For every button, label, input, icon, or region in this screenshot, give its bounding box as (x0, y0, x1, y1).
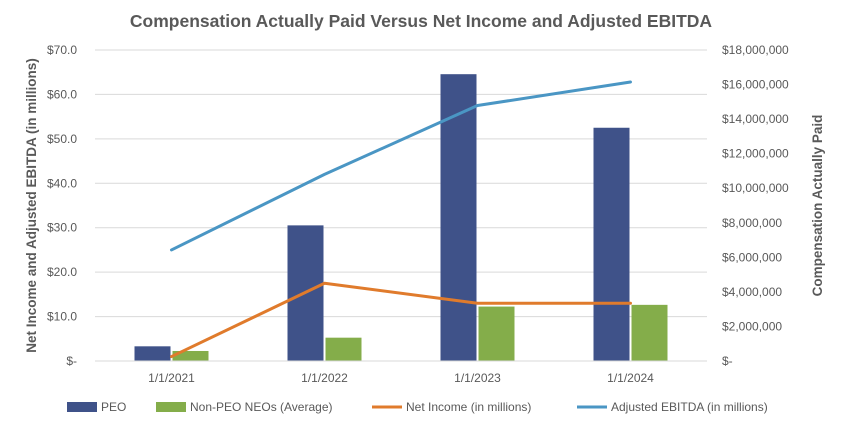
left-tick-label: $50.0 (47, 132, 77, 146)
right-tick-label: $18,000,000 (722, 43, 789, 57)
chart-title: Compensation Actually Paid Versus Net In… (130, 11, 713, 31)
legend-label: Adjusted EBITDA (in millions) (611, 400, 768, 414)
bar-peo (440, 74, 477, 361)
left-tick-label: $60.0 (47, 87, 77, 101)
left-tick-label: $70.0 (47, 43, 77, 57)
right-tick-label: $2,000,000 (722, 319, 782, 333)
legend-swatch (156, 402, 186, 412)
bar-non-peo-neos-average (325, 337, 362, 361)
line-adjusted-ebitda-in-millions (170, 80, 632, 252)
left-tick-label: $20.0 (47, 265, 77, 279)
bar-peo (593, 127, 630, 361)
right-tick-label: $6,000,000 (722, 250, 782, 264)
right-tick-label: $16,000,000 (722, 78, 789, 92)
bar-non-peo-neos-average (478, 306, 515, 361)
left-axis-title: Net Income and Adjusted EBITDA (in milli… (24, 58, 39, 353)
right-tick-label: $12,000,000 (722, 147, 789, 161)
category-label: 1/1/2021 (148, 371, 195, 385)
right-tick-label: $- (722, 354, 733, 368)
left-tick-label: $- (66, 354, 77, 368)
legend-label: Net Income (in millions) (406, 400, 531, 414)
category-label: 1/1/2024 (607, 371, 654, 385)
category-label: 1/1/2023 (454, 371, 501, 385)
right-axis-title: Compensation Actually Paid (810, 115, 825, 297)
legend-swatch (67, 402, 97, 412)
legend-label: Non-PEO NEOs (Average) (190, 400, 333, 414)
left-tick-label: $40.0 (47, 176, 77, 190)
right-tick-label: $8,000,000 (722, 216, 782, 230)
line-net-income-in-millions (170, 281, 632, 359)
legend-label: PEO (101, 400, 126, 414)
left-tick-label: $10.0 (47, 310, 77, 324)
right-tick-label: $14,000,000 (722, 112, 789, 126)
bar-non-peo-neos-average (631, 304, 668, 361)
bar-peo (134, 346, 171, 361)
right-tick-label: $4,000,000 (722, 285, 782, 299)
bar-non-peo-neos-average (172, 350, 209, 361)
left-tick-label: $30.0 (47, 221, 77, 235)
category-label: 1/1/2022 (301, 371, 348, 385)
right-tick-label: $10,000,000 (722, 181, 789, 195)
